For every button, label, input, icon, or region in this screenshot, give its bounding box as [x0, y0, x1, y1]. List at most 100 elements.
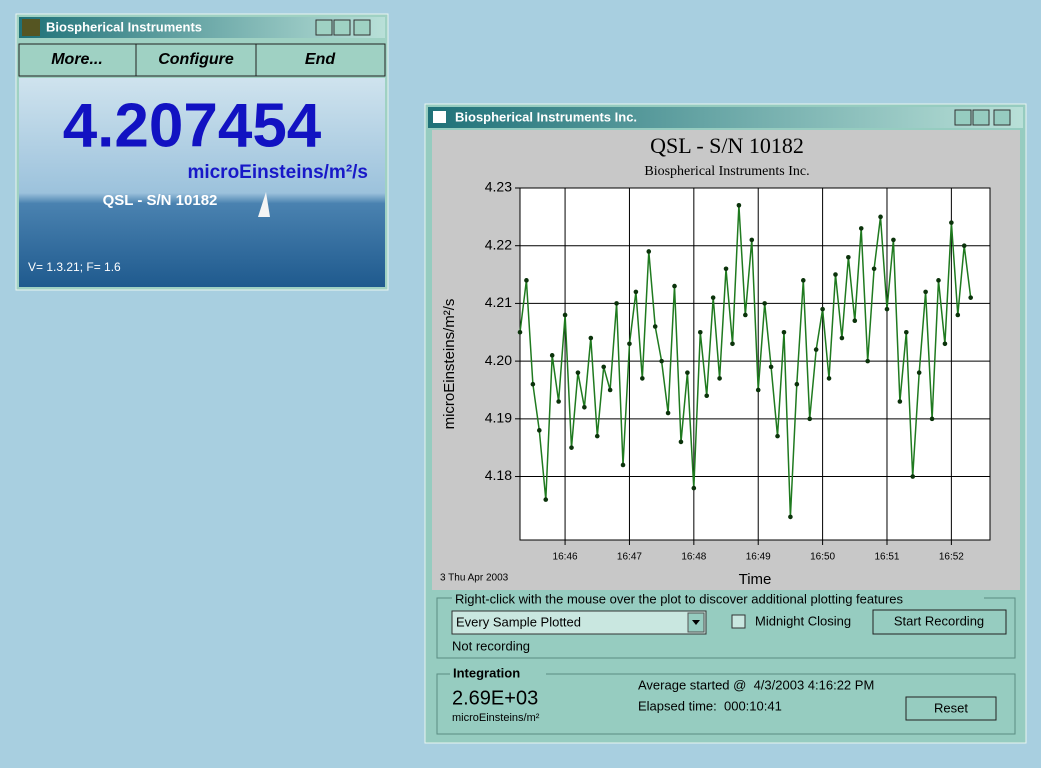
data-point: [634, 290, 639, 295]
data-point: [962, 243, 967, 248]
window-controls[interactable]: [316, 20, 370, 35]
maximize[interactable]: [973, 110, 989, 125]
window-controls[interactable]: [955, 110, 1010, 125]
small-window: Biospherical Instruments More... Configu…: [16, 14, 388, 290]
data-point: [685, 370, 690, 375]
data-point: [878, 215, 883, 220]
integration-label: Integration: [453, 665, 520, 680]
data-point: [852, 318, 857, 323]
data-point: [949, 220, 954, 225]
data-point: [595, 434, 600, 439]
data-point: [737, 203, 742, 208]
data-point: [814, 347, 819, 352]
chart-subtitle: Biospherical Instruments Inc.: [644, 164, 809, 179]
average-started: Average started @ 4/3/2003 4:16:22 PM: [638, 677, 874, 692]
sensor-label: QSL - S/N 10182: [103, 192, 218, 209]
data-point: [582, 405, 587, 410]
x-tick-label: 16:46: [553, 552, 578, 563]
data-point: [743, 313, 748, 318]
app-icon: [22, 19, 40, 36]
chart-title: QSL - S/N 10182: [650, 133, 804, 158]
integration-unit: microEinsteins/m²: [452, 712, 540, 724]
data-point: [621, 463, 626, 468]
body: Biospherical Instruments More... Configu…: [0, 0, 1041, 763]
y-tick-label: 4.23: [485, 179, 512, 195]
close[interactable]: [354, 20, 370, 35]
minimize[interactable]: [316, 20, 332, 35]
data-point: [872, 266, 877, 271]
chart[interactable]: QSL - S/N 10182 Biospherical Instruments…: [440, 133, 990, 588]
data-point: [537, 428, 542, 433]
y-tick-label: 4.18: [485, 467, 512, 483]
data-point: [653, 324, 658, 329]
status: Not recording: [452, 638, 530, 653]
data-point: [672, 284, 677, 289]
window-title: Biospherical Instruments Inc.: [455, 109, 637, 124]
data-point: [640, 376, 645, 381]
data-point: [717, 376, 722, 381]
reading: 4.207454: [63, 91, 322, 160]
data-point: [859, 226, 864, 231]
x-tick-label: 16:51: [874, 552, 899, 563]
data-point: [756, 388, 761, 393]
data-point: [820, 307, 825, 312]
button-label[interactable]: Start Recording: [894, 613, 984, 628]
button-label[interactable]: Reset: [934, 700, 968, 715]
version: V= 1.3.21; F= 1.6: [28, 260, 121, 274]
dropdown-value[interactable]: Every Sample Plotted: [456, 614, 581, 629]
data-point: [659, 359, 664, 364]
data-point: [833, 272, 838, 277]
reading-unit: microEinsteins/m²/s: [187, 162, 368, 183]
app-icon: [433, 111, 446, 123]
data-point: [531, 382, 536, 387]
data-point: [666, 411, 671, 416]
data-point: [698, 330, 703, 335]
x-tick-label: 16:52: [939, 552, 964, 563]
x-tick-label: 16:48: [681, 552, 706, 563]
data-point: [775, 434, 780, 439]
x-tick-label: 16:47: [617, 552, 642, 563]
data-point: [827, 376, 832, 381]
y-axis-label: microEinsteins/m²/s: [441, 299, 458, 430]
checkbox-label[interactable]: Midnight Closing: [755, 613, 851, 628]
button-label[interactable]: Configure: [158, 51, 234, 68]
minimize[interactable]: [955, 110, 971, 125]
data-point: [730, 342, 735, 347]
data-point: [865, 359, 870, 364]
data-point: [518, 330, 523, 335]
data-point: [956, 313, 961, 318]
x-axis-label: Time: [739, 571, 772, 588]
data-point: [904, 330, 909, 335]
data-point: [550, 353, 555, 358]
data-point: [563, 313, 568, 318]
data-point: [724, 266, 729, 271]
data-point: [692, 486, 697, 491]
data-point: [923, 290, 928, 295]
elapsed-time: Elapsed time: 000:10:41: [638, 698, 782, 713]
data-point: [801, 278, 806, 283]
close[interactable]: [994, 110, 1010, 125]
data-point: [762, 301, 767, 306]
data-point: [704, 393, 709, 398]
y-tick-label: 4.20: [485, 352, 512, 368]
data-point: [608, 388, 613, 393]
data-point: [627, 342, 632, 347]
data-point: [576, 370, 581, 375]
button-label[interactable]: End: [305, 51, 336, 68]
data-point: [936, 278, 941, 283]
screen: Biospherical Instruments More... Configu…: [0, 0, 1041, 763]
integration-value: 2.69E+03: [452, 687, 538, 709]
maximize[interactable]: [334, 20, 350, 35]
data-point: [614, 301, 619, 306]
button-label[interactable]: More...: [51, 51, 103, 68]
checkbox[interactable]: [732, 615, 745, 628]
data-point: [749, 238, 754, 243]
x-tick-label: 16:50: [810, 552, 835, 563]
x-tick-label: 16:49: [746, 552, 771, 563]
data-point: [569, 445, 574, 450]
data-point: [556, 399, 561, 404]
data-point: [524, 278, 529, 283]
data-point: [891, 238, 896, 243]
data-point: [788, 515, 793, 520]
hint: Right-click with the mouse over the plot…: [455, 591, 904, 606]
